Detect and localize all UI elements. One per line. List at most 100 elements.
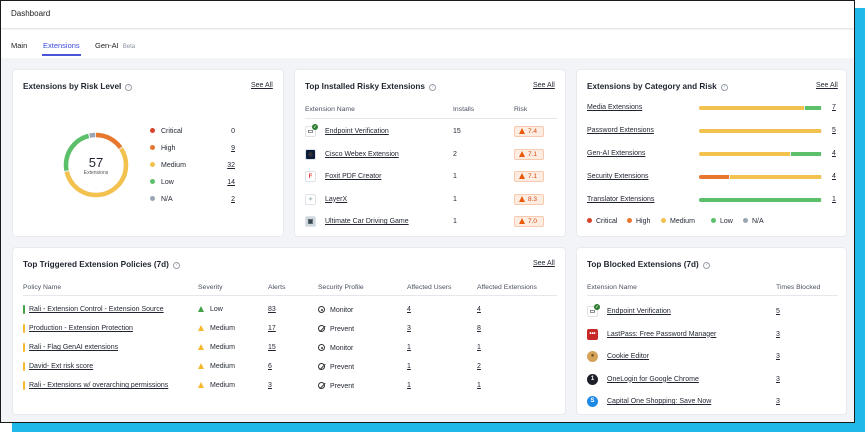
info-icon[interactable]: ? — [702, 262, 710, 269]
legend-label: High — [636, 218, 651, 225]
policy-affected-extensions[interactable]: 4 — [477, 306, 481, 313]
divider — [23, 295, 557, 296]
legend-label: Critical — [596, 218, 618, 225]
legend-count-high[interactable]: 9 — [231, 145, 235, 152]
info-icon[interactable]: ? — [172, 262, 180, 269]
warning-icon — [519, 173, 525, 179]
category-count[interactable]: 5 — [832, 127, 836, 134]
tab-gen-ai[interactable]: Gen-AI Beta — [95, 41, 135, 50]
category-name[interactable]: Translator Extensions — [587, 196, 655, 203]
blocked-extension-name[interactable]: LastPass: Free Password Manager — [607, 330, 717, 338]
policy-affected-users[interactable]: 4 — [407, 306, 411, 313]
risky-installs: 15 — [453, 128, 461, 135]
blocked-extension-name[interactable]: Cookie Editor — [607, 353, 650, 360]
legend-count-na[interactable]: 2 — [231, 196, 235, 203]
severity-indicator — [23, 305, 25, 314]
bar-segment-medium — [699, 152, 791, 156]
info-icon[interactable]: ? — [428, 84, 436, 91]
policy-affected-extensions[interactable]: 8 — [477, 325, 481, 332]
policy-affected-users[interactable]: 3 — [407, 325, 411, 332]
policy-alerts[interactable]: 3 — [268, 382, 272, 389]
policy-name[interactable]: Rali - Flag GenAI extensions — [29, 344, 119, 351]
category-count[interactable]: 4 — [832, 150, 836, 157]
severity-label: Medium — [210, 344, 235, 351]
risky-extension-name[interactable]: LayerX — [325, 195, 348, 203]
category-name[interactable]: Gen-AI Extensions — [587, 150, 646, 157]
policy-name[interactable]: David- Ext risk score — [29, 363, 94, 370]
category-legend-na: N/A — [743, 218, 764, 225]
tab-extensions[interactable]: Extensions — [42, 41, 81, 56]
donut-slice-low[interactable] — [63, 132, 129, 198]
blocked-title: Top Blocked Extensions (7d)? — [587, 260, 710, 269]
category-count[interactable]: 7 — [832, 104, 836, 111]
blocked-extension-name[interactable]: Capital One Shopping: Save Now — [607, 398, 712, 405]
risky-extension-name[interactable]: Ultimate Car Driving Game — [325, 218, 409, 225]
risky-extension-name[interactable]: Cisco Webex Extension — [325, 150, 399, 158]
policy-security-profile: Prevent — [318, 382, 354, 390]
category-name[interactable]: Security Extensions — [587, 173, 649, 180]
risky-installs: 1 — [453, 218, 457, 225]
blocked-times[interactable]: 3 — [776, 398, 780, 405]
risky-see-all[interactable]: See All — [533, 82, 555, 89]
donut-slice-medium[interactable] — [63, 132, 129, 198]
legend-count-medium[interactable]: 32 — [227, 162, 235, 169]
legend-dot-icon — [150, 196, 155, 201]
category-count[interactable]: 1 — [832, 196, 836, 203]
policy-affected-extensions[interactable]: 2 — [477, 363, 481, 370]
donut-slice-high[interactable] — [63, 132, 129, 198]
severity-indicator — [23, 381, 25, 390]
warning-icon — [198, 344, 204, 350]
blocked-times[interactable]: 3 — [776, 375, 780, 383]
risky-extension-name[interactable]: Foxit PDF Creator — [325, 173, 382, 180]
category-name[interactable]: Media Extensions — [587, 104, 643, 111]
legend-dot-icon — [150, 179, 155, 184]
blocked-extension-name[interactable]: OneLogin for Google Chrome — [607, 375, 699, 383]
bar-segment-high — [699, 175, 729, 179]
bar-segment-medium — [729, 175, 821, 179]
info-icon[interactable]: ? — [720, 84, 728, 91]
legend-count-critical: 0 — [231, 128, 235, 135]
risk-level-see-all[interactable]: See All — [251, 82, 273, 89]
col-security-profile: Security Profile — [318, 284, 364, 291]
policy-affected-users[interactable]: 1 — [407, 382, 411, 389]
blocked-times[interactable]: 3 — [776, 330, 780, 338]
warning-icon — [198, 382, 204, 388]
category-name[interactable]: Password Extensions — [587, 127, 654, 134]
col-alerts: Alerts — [268, 284, 286, 291]
policy-name[interactable]: Rali - Extension Control - Extension Sou… — [29, 306, 164, 313]
policy-alerts[interactable]: 6 — [268, 363, 272, 370]
policy-severity: Medium — [198, 382, 235, 389]
policy-name[interactable]: Rali - Extensions w/ overarching permiss… — [29, 382, 169, 389]
col-severity: Severity — [198, 284, 223, 291]
policy-affected-users[interactable]: 1 — [407, 363, 411, 370]
category-count[interactable]: 4 — [832, 173, 836, 180]
policy-alerts[interactable]: 15 — [268, 344, 276, 351]
policy-affected-extensions[interactable]: 1 — [477, 344, 481, 351]
risk-score: 7.1 — [528, 173, 538, 180]
risk-score: 7.4 — [528, 128, 538, 135]
legend-dot-icon — [150, 145, 155, 150]
risky-extension-name[interactable]: Endpoint Verification — [325, 128, 389, 135]
blocked-times[interactable]: 3 — [776, 353, 780, 360]
category-see-all[interactable]: See All — [816, 82, 838, 89]
prevent-icon — [318, 382, 325, 389]
legend-item-low: Low — [150, 179, 174, 186]
legend-count-low[interactable]: 14 — [227, 179, 235, 186]
risk-score-badge: 7.4 — [514, 126, 544, 137]
policy-alerts[interactable]: 17 — [268, 325, 276, 332]
legend-item-critical: Critical — [150, 128, 182, 135]
info-icon[interactable]: ? — [125, 84, 133, 91]
car-game-icon: ▣ — [305, 216, 316, 227]
policies-see-all[interactable]: See All — [533, 260, 555, 267]
category-card: Extensions by Category and Risk? See All… — [576, 69, 847, 237]
severity-indicator — [23, 343, 25, 352]
blocked-times[interactable]: 5 — [776, 308, 780, 315]
bar-segment-medium — [699, 129, 821, 133]
category-legend-high: High — [627, 218, 650, 225]
policy-affected-extensions[interactable]: 1 — [477, 382, 481, 389]
policy-name[interactable]: Production - Extension Protection — [29, 325, 133, 332]
policy-affected-users[interactable]: 1 — [407, 344, 411, 351]
policy-alerts[interactable]: 83 — [268, 306, 276, 313]
blocked-extension-name[interactable]: Endpoint Verification — [607, 308, 671, 315]
tab-main[interactable]: Main — [11, 41, 28, 50]
